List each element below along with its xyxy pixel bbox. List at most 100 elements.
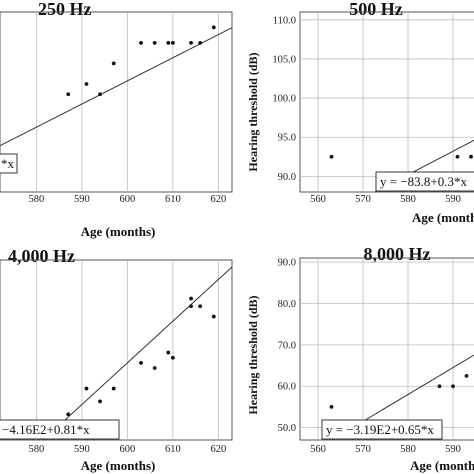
fit-line	[42, 266, 233, 441]
panel-4000hz: 4,000 Hz 580 590 600 610 620 −4.16E2+0.81*x …	[0, 246, 233, 473]
panel-8000hz: 8,000 Hz 560 570 580 590 50.0 60.0 70.0 80.0 90…	[246, 244, 474, 473]
points	[329, 373, 469, 409]
panel-title: 250 Hz	[38, 0, 92, 19]
y-tick-label: 50.0	[278, 423, 296, 434]
y-tick-label: 60.0	[278, 382, 296, 393]
y-tick-label: 70.0	[278, 340, 296, 351]
x-tick-label: 570	[355, 194, 371, 205]
equation-box	[321, 419, 443, 440]
data-point	[98, 92, 102, 97]
y-tick-label: 95.0	[278, 133, 296, 144]
data-point	[66, 92, 71, 97]
x-tick-label: 560	[310, 444, 326, 455]
x-tick-label: 600	[119, 444, 135, 455]
equation-label: −4.16E2+0.81*x	[2, 422, 90, 437]
grid	[300, 258, 474, 440]
x-tick-label: 620	[210, 444, 226, 455]
data-point	[469, 154, 473, 159]
grid	[300, 12, 474, 192]
grid	[35, 260, 219, 440]
data-point	[189, 40, 193, 45]
data-point	[455, 154, 460, 159]
x-tick-label: 580	[400, 194, 416, 205]
data-point	[464, 373, 469, 378]
panel-250hz: 250 Hz 580 590 600 610 620 *x Age (months)	[0, 0, 233, 239]
x-tick-label: 590	[74, 194, 90, 205]
plot-frame	[299, 257, 474, 441]
y-tick-label: 105.0	[272, 54, 296, 65]
points	[66, 296, 216, 417]
x-tick-label: 580	[400, 444, 416, 455]
data-point	[170, 355, 175, 360]
points	[329, 154, 473, 159]
y-tick-label: 80.0	[278, 299, 296, 310]
x-tick-label: 610	[165, 444, 181, 455]
grid	[35, 12, 219, 192]
equation-box	[0, 153, 18, 174]
data-point	[98, 399, 102, 404]
x-tick-label: 600	[119, 194, 135, 205]
data-point	[170, 40, 175, 45]
data-point	[437, 384, 442, 389]
equation-label: y = −3.19E2+0.65*x	[326, 422, 434, 437]
x-tick-label: 580	[29, 194, 45, 205]
data-point	[84, 82, 89, 86]
data-point	[198, 304, 203, 309]
data-point	[139, 40, 143, 45]
x-tick-label: 570	[355, 444, 371, 455]
equation-label: *x	[1, 156, 15, 171]
y-tick-labels: 90.0 95.0 100.0 105.0 110.0	[272, 15, 296, 183]
data-point	[152, 40, 157, 45]
x-tick-labels: 560 570 580 590	[310, 444, 461, 455]
plot-frame	[0, 259, 233, 441]
data-point	[189, 296, 193, 301]
equation-box	[375, 171, 474, 192]
y-axis-label: Hearing threshold (dB)	[246, 52, 260, 171]
y-tick-label: 110.0	[273, 15, 296, 26]
y-tick-label: 100.0	[272, 94, 296, 105]
panel-title: 4,000 Hz	[8, 246, 75, 266]
x-tick-labels: 580 590 600 610 620	[29, 444, 227, 455]
data-point	[189, 304, 193, 309]
data-point	[66, 412, 71, 417]
x-axis-label: Age (months)	[81, 224, 156, 239]
data-point	[211, 25, 216, 30]
equation-box	[0, 419, 120, 440]
data-point	[211, 314, 216, 319]
panel-title: 500 Hz	[349, 0, 403, 19]
x-axis-label: Age (months)	[410, 458, 474, 473]
x-tick-label: 590	[445, 444, 461, 455]
x-tick-label: 610	[165, 194, 181, 205]
panel-500hz: 500 Hz 560 570 580 590 90.0 95.0 100.0 105.0 11…	[246, 0, 474, 225]
y-axis-label: Hearing threshold (dB)	[246, 295, 260, 414]
y-tick-label: 90.0	[278, 258, 296, 269]
data-point	[166, 350, 171, 355]
x-tick-labels: 560 570 580 590	[310, 194, 461, 205]
equation-label: y = −83.8+0.3*x	[380, 174, 467, 189]
data-point	[166, 40, 171, 45]
x-axis-label: Age (months)	[412, 210, 474, 225]
fit-line	[0, 27, 233, 147]
plot-frame	[299, 11, 474, 193]
data-point	[451, 384, 455, 389]
data-point	[152, 366, 157, 370]
data-point	[329, 405, 334, 409]
data-point	[84, 386, 89, 391]
x-tick-label: 590	[74, 444, 90, 455]
x-tick-label: 560	[310, 194, 326, 205]
points	[66, 25, 216, 97]
data-point	[198, 40, 203, 45]
x-tick-label: 580	[29, 444, 45, 455]
x-tick-label: 590	[445, 194, 461, 205]
panel-title: 8,000 Hz	[364, 244, 431, 264]
data-point	[329, 154, 334, 159]
plot-frame	[0, 11, 233, 193]
data-point	[111, 386, 116, 391]
x-tick-labels: 580 590 600 610 620	[29, 194, 227, 205]
data-point	[139, 360, 143, 365]
y-tick-labels: 50.0 60.0 70.0 80.0 90.0	[278, 258, 296, 434]
x-tick-label: 620	[210, 194, 226, 205]
y-tick-label: 90.0	[278, 172, 296, 183]
data-point	[111, 61, 116, 66]
